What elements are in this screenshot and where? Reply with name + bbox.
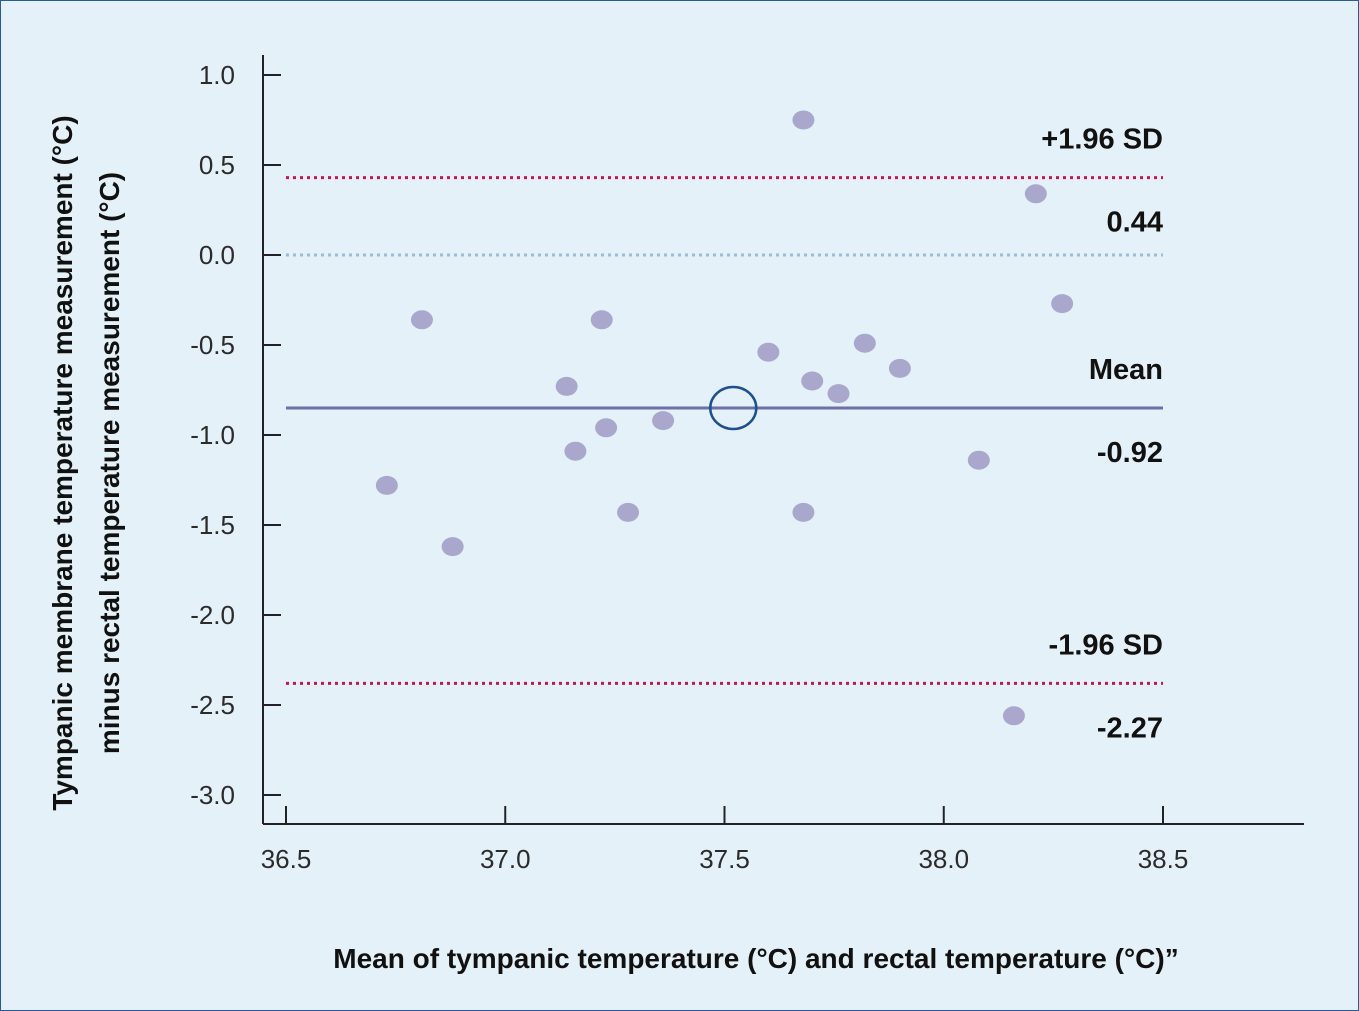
x-tick-label: 37.0	[480, 844, 531, 874]
y-axis-title-line1: Tympanic membrane temperature measuremen…	[47, 115, 78, 810]
y-tick-label: 0.5	[199, 150, 235, 180]
reference-line-labels: +1.96 SD 0.44 Mean -0.92 -1.96 SD -2.27	[1041, 124, 1163, 745]
x-tick-label: 38.0	[918, 844, 969, 874]
upper-line-label: +1.96 SD	[1041, 124, 1163, 156]
data-point	[617, 502, 640, 522]
x-tick-label: 37.5	[699, 844, 750, 874]
x-tick-label: 36.5	[261, 844, 312, 874]
mean-value-label: -0.92	[1097, 437, 1163, 469]
data-point	[441, 537, 464, 557]
data-point	[564, 441, 587, 461]
data-point	[827, 384, 850, 404]
data-point	[652, 411, 675, 431]
upper-value-label: 0.44	[1107, 207, 1163, 239]
highlight-layer	[709, 385, 758, 431]
y-tick-label: -2.0	[190, 600, 235, 630]
data-point	[590, 310, 613, 330]
axes	[262, 55, 1304, 825]
y-tick-label: -3.0	[190, 780, 235, 810]
y-tick-label: 0.0	[199, 240, 235, 270]
y-tick-label: -0.5	[190, 330, 235, 360]
data-point	[1024, 184, 1047, 204]
y-axis-title-line2: minus rectal temperature measurement (°C…	[94, 172, 125, 754]
data-point	[555, 376, 578, 396]
y-tick-label: -1.0	[190, 420, 235, 450]
data-point	[595, 418, 618, 438]
data-point	[1002, 706, 1025, 726]
x-tick-label: 38.5	[1138, 844, 1189, 874]
data-point	[801, 371, 824, 391]
mean-line-label: Mean	[1089, 354, 1163, 386]
data-point	[792, 502, 815, 522]
data-point	[410, 310, 433, 330]
y-axis-ticks: 1.0 0.5 0.0 -0.5 -1.0 -1.5 -2.0 -2.5 -3.0	[190, 60, 281, 810]
lower-line-label: -1.96 SD	[1049, 629, 1163, 661]
y-tick-label: 1.0	[199, 60, 235, 90]
data-point	[967, 450, 990, 470]
data-point	[375, 475, 398, 495]
data-point	[757, 342, 780, 362]
highlight-circle	[709, 385, 758, 431]
data-point	[792, 110, 815, 130]
x-axis-ticks: 36.5 37.0 37.5 38.0 38.5	[261, 806, 1189, 874]
x-axis-title: Mean of tympanic temperature (°C) and re…	[333, 943, 1178, 974]
y-tick-label: -2.5	[190, 690, 235, 720]
data-points	[375, 110, 1074, 726]
data-point	[853, 333, 876, 353]
lower-value-label: -2.27	[1097, 712, 1163, 744]
data-point	[1051, 294, 1074, 314]
y-tick-label: -1.5	[190, 510, 235, 540]
reference-lines	[286, 176, 1163, 685]
data-point	[888, 358, 911, 378]
